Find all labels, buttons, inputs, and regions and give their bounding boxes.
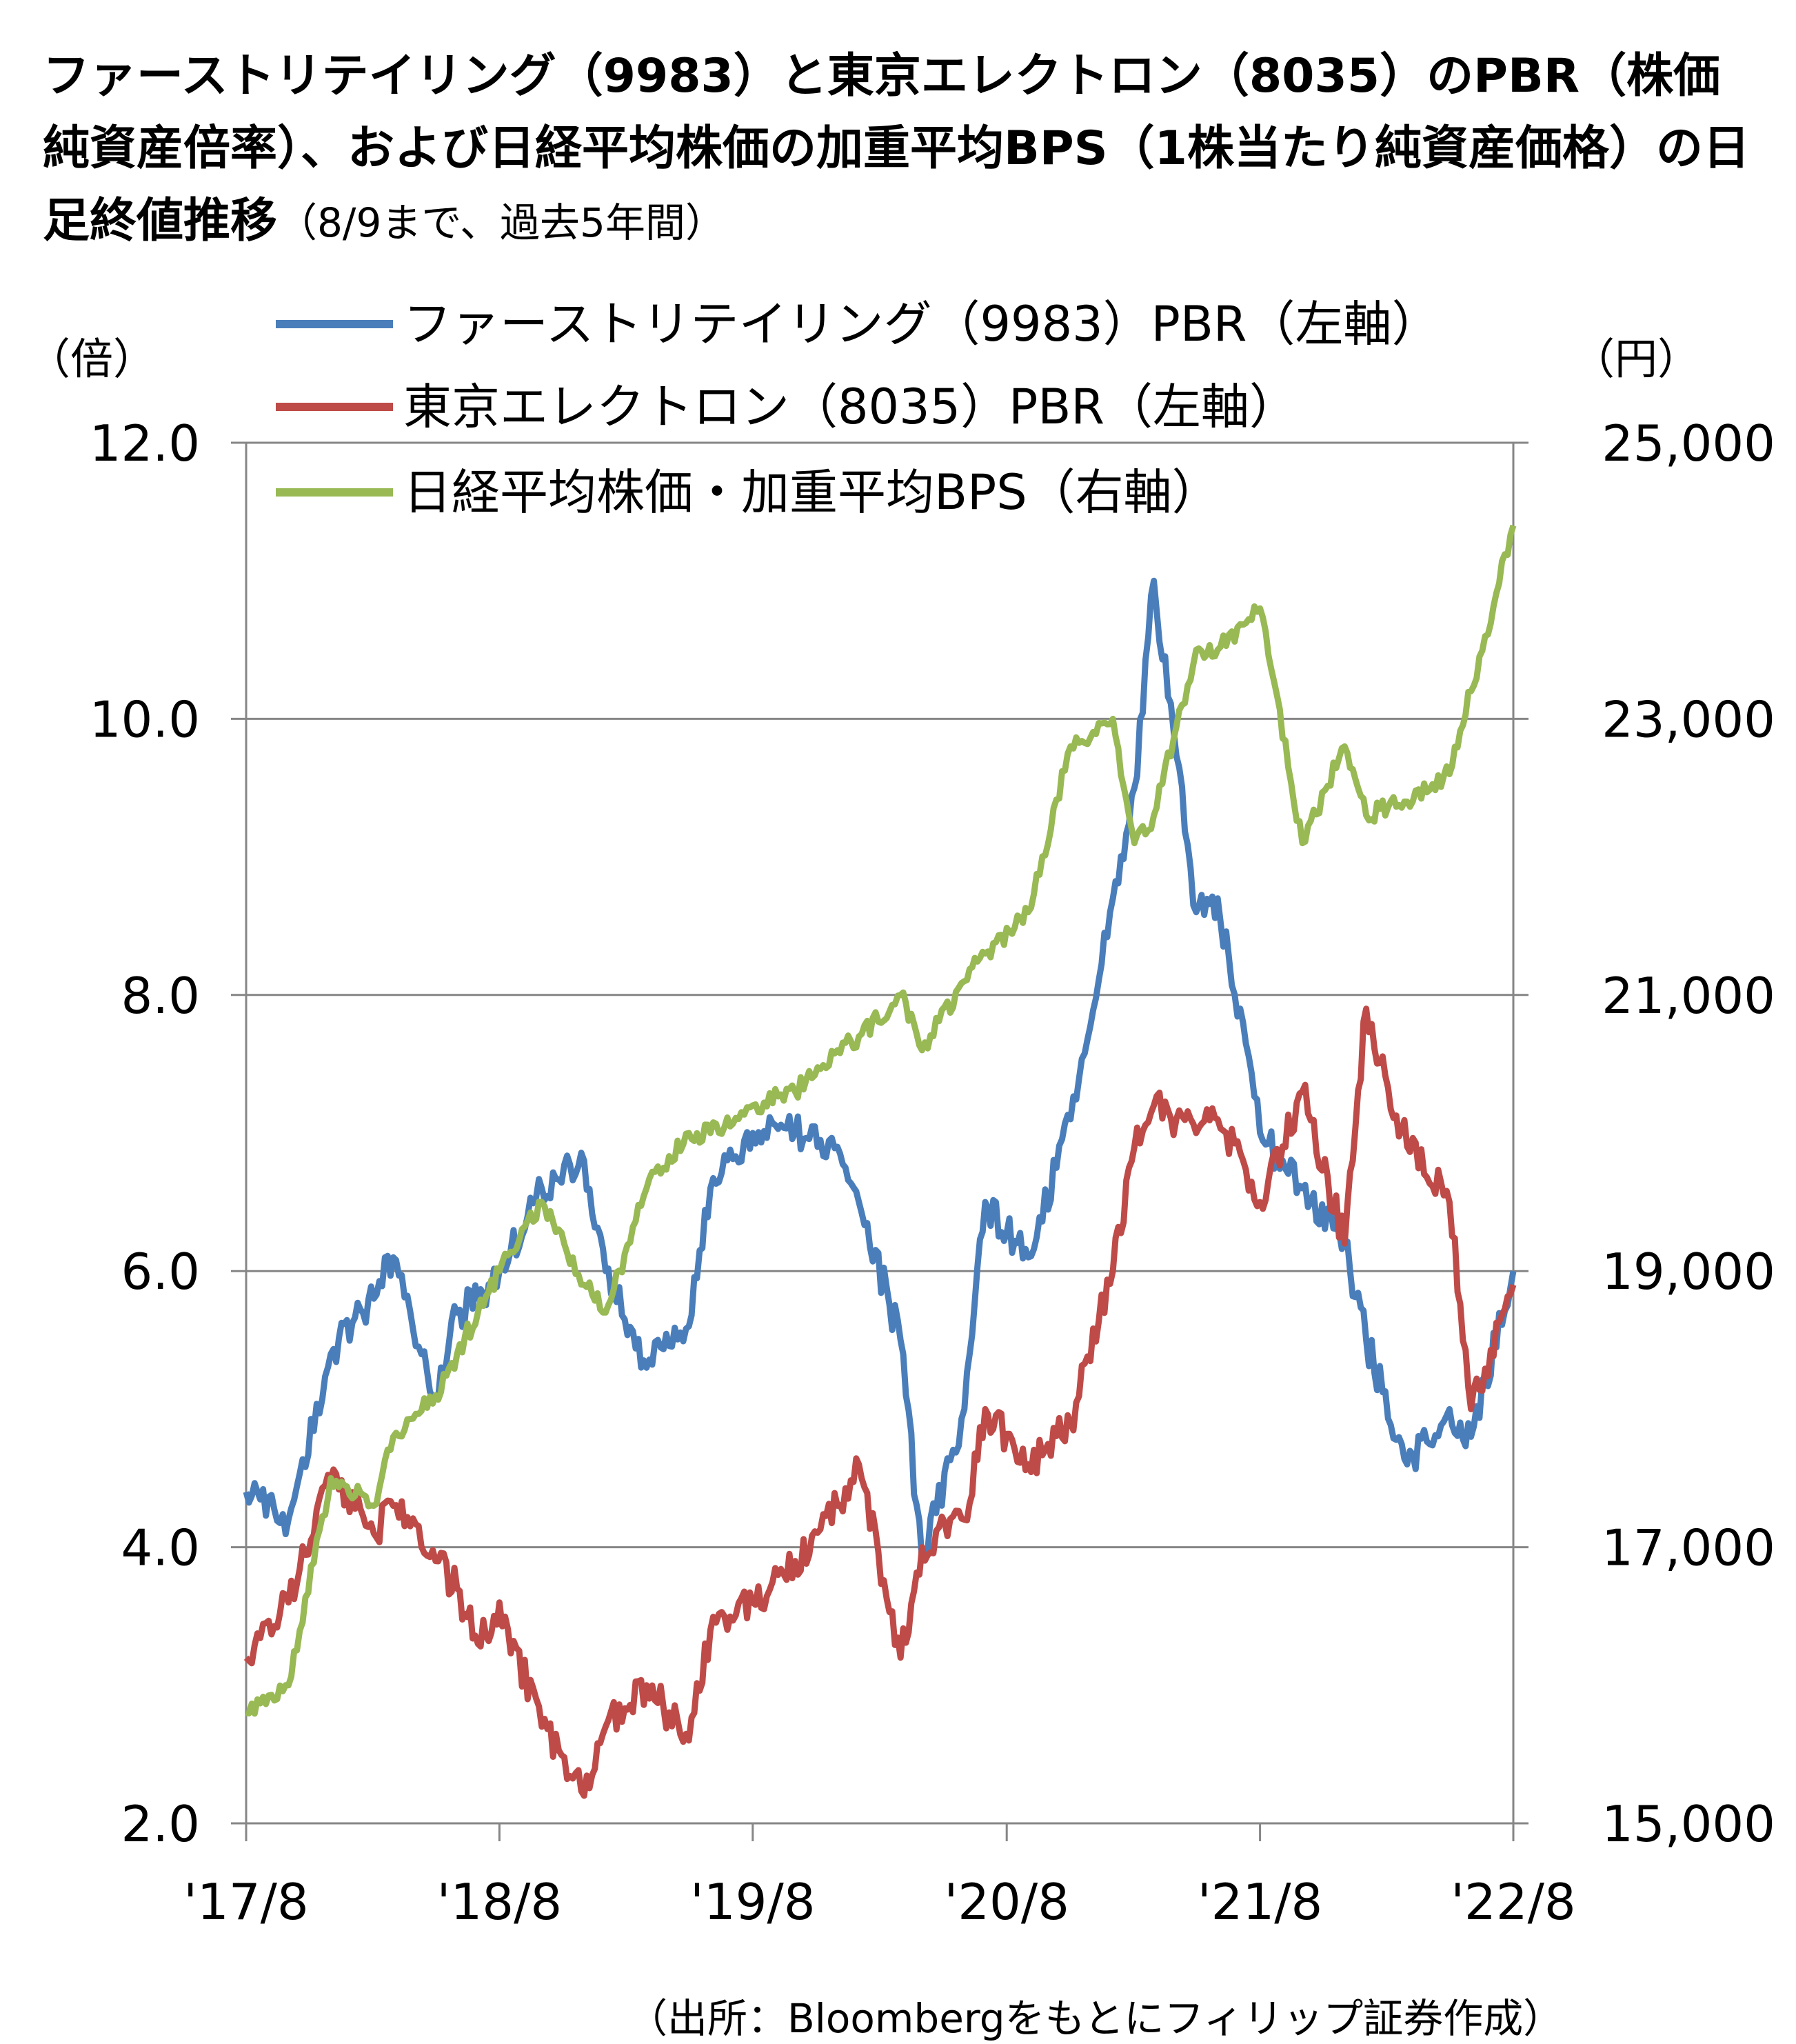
left-tick-label: 6.0	[121, 1243, 200, 1301]
left-tick-label: 10.0	[90, 690, 200, 748]
source-note: （出所：Bloombergをもとにフィリップ証券作成）	[627, 1995, 1564, 2042]
legend-label-2: 東京エレクトロン（8035）PBR（左軸）	[403, 379, 1298, 435]
x-tick-label: '20/8	[944, 1873, 1069, 1931]
right-axis-unit: （円）	[1572, 334, 1701, 384]
x-tick-label: '22/8	[1451, 1873, 1575, 1931]
chart-title-main: ファーストリテイリング（9983）と東京エレクトロン（8035）のPBR（株価純…	[43, 49, 1750, 248]
left-tick-label: 2.0	[121, 1795, 200, 1853]
axes: 2.0 15,000 4.0 17,000 6.0 19,000 8.0 21,000 10.0…	[90, 414, 1775, 1931]
right-tick-label: 23,000	[1602, 690, 1775, 748]
legend: ファーストリテイリング（9983）PBR（左軸） 東京エレクトロン（8035）PB…	[276, 296, 1440, 521]
x-tick-label: '19/8	[690, 1873, 815, 1931]
series-line-2	[243, 1005, 1517, 1799]
left-axis-unit: （倍）	[28, 334, 157, 384]
x-tick-label: '18/8	[437, 1873, 562, 1931]
right-tick-label: 15,000	[1602, 1795, 1775, 1853]
chart-title-sub: （8/9まで、過去5年間）	[277, 199, 725, 246]
right-tick-label: 19,000	[1602, 1243, 1775, 1301]
left-tick-label: 12.0	[90, 414, 200, 472]
right-tick-label: 17,000	[1602, 1519, 1775, 1577]
right-tick-label: 21,000	[1602, 967, 1775, 1025]
legend-label-1: ファーストリテイリング（9983）PBR（左軸）	[403, 296, 1440, 352]
left-tick-label: 8.0	[121, 967, 200, 1025]
x-tick-label: '17/8	[183, 1873, 308, 1931]
series-lines	[243, 524, 1517, 1799]
series-line-3	[245, 524, 1517, 1717]
chart-title: ファーストリテイリング（9983）と東京エレクトロン（8035）のPBR（株価純…	[43, 40, 1766, 259]
gridlines	[246, 441, 1513, 1825]
right-tick-label: 25,000	[1602, 414, 1775, 472]
legend-label-3: 日経平均株価・加重平均BPS（右軸）	[403, 464, 1220, 521]
series-line-1	[243, 577, 1517, 1565]
x-tick-label: '21/8	[1198, 1873, 1322, 1931]
left-tick-label: 4.0	[121, 1519, 200, 1577]
